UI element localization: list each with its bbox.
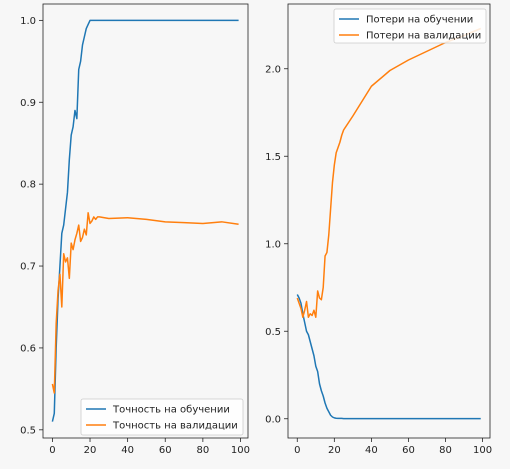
y-tick-label: 1.0 bbox=[265, 239, 281, 250]
x-tick-label: 60 bbox=[159, 445, 172, 456]
x-tick-label: 80 bbox=[196, 445, 209, 456]
y-tick-label: 0.5 bbox=[20, 425, 36, 436]
plot-area bbox=[288, 4, 490, 438]
x-tick-label: 80 bbox=[439, 445, 452, 456]
x-tick-label: 60 bbox=[402, 445, 415, 456]
x-tick-label: 40 bbox=[365, 445, 378, 456]
y-tick-label: 0.8 bbox=[20, 180, 36, 191]
x-tick-label: 100 bbox=[473, 445, 492, 456]
series-line-1 bbox=[51, 19, 239, 422]
legend: Потери на обучении Потери на валидации bbox=[333, 8, 487, 44]
y-tick-label: 0.7 bbox=[20, 262, 36, 273]
x-tick-label: 0 bbox=[294, 445, 300, 456]
x-tick-label: 40 bbox=[121, 445, 134, 456]
legend-label: Точность на валидации bbox=[112, 421, 238, 432]
legend: Точность на обучении Точность на валидаци… bbox=[80, 398, 244, 436]
x-tick-label: 100 bbox=[231, 445, 250, 456]
y-tick-label: 1.5 bbox=[265, 152, 281, 163]
legend-box bbox=[333, 8, 487, 44]
legend-label: Потери на валидации bbox=[366, 31, 481, 42]
y-tick-label: 1.0 bbox=[20, 16, 36, 27]
y-tick-label: 2.0 bbox=[265, 64, 281, 75]
legend-label: Точность на обучении bbox=[112, 405, 230, 416]
axes-frame bbox=[287, 3, 491, 439]
chart-panel-1: 0 20 40 60 80 100 0.5 0.6 0.7 0.8 0.9 1.0 Точность н… bbox=[20, 3, 250, 456]
y-tick-label: 0.5 bbox=[265, 327, 281, 338]
series-line-2 bbox=[296, 27, 482, 318]
legend-box bbox=[80, 398, 244, 436]
series-line-2 bbox=[51, 212, 239, 394]
legend-label: Потери на обучении bbox=[366, 15, 473, 26]
y-tick-label: 0.0 bbox=[265, 414, 281, 425]
plot-area bbox=[43, 4, 248, 438]
y-tick-label: 0.9 bbox=[20, 98, 36, 109]
x-tick-label: 20 bbox=[84, 445, 97, 456]
x-tick-label: 0 bbox=[49, 445, 55, 456]
y-tick-label: 0.6 bbox=[20, 343, 36, 354]
axes-frame bbox=[42, 3, 249, 439]
series-line-1 bbox=[296, 294, 481, 420]
chart-panel-2: 0 20 40 60 80 100 0.0 0.5 1.0 1.5 2.0 Потери на обу… bbox=[265, 3, 492, 456]
x-tick-label: 20 bbox=[328, 445, 341, 456]
